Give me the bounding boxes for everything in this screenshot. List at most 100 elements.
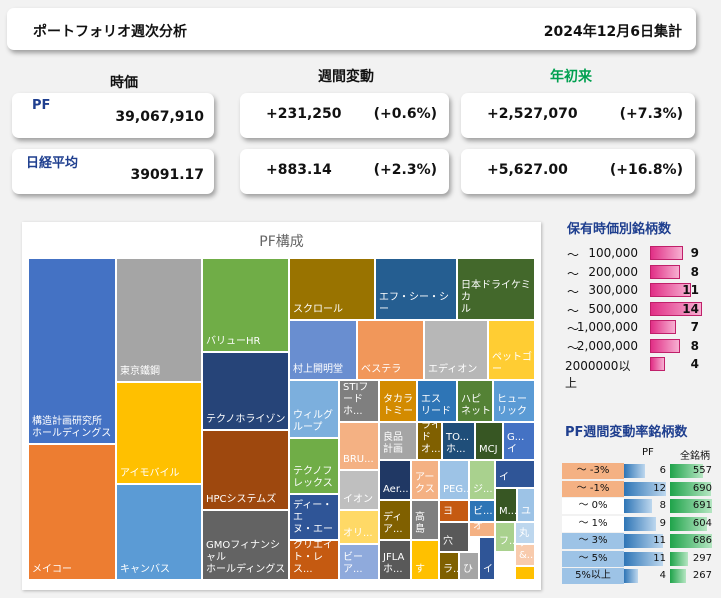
treemap-tile: ラ... [439,552,459,580]
holdings-row-count: 4 [690,357,699,371]
holdings-row-tilde: ～ [567,248,580,262]
holdings-row-count: 8 [690,264,699,279]
nikkei-value: 39091.17 [130,167,204,183]
pf-change-bar [624,499,652,513]
treemap-tile-label: ウィルグ ループ [293,410,333,433]
pf-change-count: 11 [653,535,666,546]
holdings-title: 保有時価別銘柄数 [567,222,672,237]
treemap-tile-label: ビーア... [343,552,363,575]
treemap-tile-label: ディ ア... [383,512,403,535]
holdings-bar [650,246,683,260]
treemap-tile-label: オ [473,522,483,532]
weekly-change-label: ～ 3% [562,533,624,549]
treemap-tile: ライド オ... [417,422,442,460]
treemap-tile: キャンバス [116,484,202,580]
treemap-tile: ウィルグ ループ [289,380,339,438]
treemap-tile-label: TO... ホ... [446,432,470,455]
holdings-row: ～ 1,000,000 7 [565,318,705,336]
holdings-row-tilde: ～ [567,266,580,281]
treemap-tile: PEG... [439,460,469,500]
treemap-tile-label: ハピ ネット [461,394,491,417]
treemap-tile-label: バリューHR [206,336,261,347]
treemap-tile-label: す [415,564,425,575]
col-all-header: 全銘柄 [680,451,710,462]
treemap-tile: 構造計画研究所 ホールディングス [28,258,116,444]
pf-weekly-card: +231,250 (+0.6%) [240,93,449,138]
treemap-tile: 良品 計画 [379,422,417,460]
report-date: 2024年12月6日集計 [543,24,682,40]
treemap-tile-label: 丸 [519,528,529,539]
treemap-tile-label: 東京鐵鋼 [120,366,160,377]
treemap-tile: オ [469,522,495,537]
treemap-tile: テクノフ レックス [289,438,339,494]
all-change-bar [670,481,711,496]
treemap-tile: STIフード ホ... [339,380,379,422]
treemap-tile: スクロール [289,258,375,320]
treemap-tile: ビーア... [339,544,379,580]
treemap-tile: ひ [459,552,479,580]
nikkei-weekly-card: +883.14 (+2.3%) [240,149,449,194]
treemap-tile: テクノホライゾン [202,352,289,430]
all-change-count: 690 [692,482,712,494]
nikkei-weekly-abs: +883.14 [266,162,332,178]
pf-change-bar [624,464,645,478]
pf-change-count: 12 [653,482,666,494]
holdings-row-count: 14 [682,301,699,316]
treemap-tile-label: メイコー [32,564,72,575]
treemap-tile [515,566,535,580]
treemap-tile: アー クス [411,460,439,500]
all-change-bar [670,516,707,531]
weekly-change-label: ～ 5% [562,550,624,567]
treemap-tile-label: M... [499,506,517,517]
treemap-tile: イオン [339,470,379,510]
pf-ytd-pct: (+7.3%) [619,106,683,122]
holdings-row-count: 7 [690,320,699,334]
treemap-tile-label: エフ・シー・シー [379,292,449,315]
treemap-tile-label: 日本ドライケミカ ル [461,280,531,315]
treemap-tile: ジ... [469,460,495,500]
weekly-change-label: 5%以上 [562,568,624,584]
holdings-row-amount: 100,000 [588,246,638,260]
treemap-tile: クリエイ ト・レス... [289,540,339,580]
treemap-tile: ヒュー リック [493,380,535,422]
treemap-tile-label: MCJ [479,444,498,455]
pf-change-count: 6 [659,465,666,476]
treemap-tile-label: ひ [463,564,473,575]
pf-change-bar [624,534,663,548]
treemap-tile: エディオン [424,320,488,380]
pf-change-count: 4 [659,570,666,581]
treemap-tile-label: ヒュー リック [497,394,527,417]
title-card: ポートフォリオ週次分析 2024年12月6日集計 [7,8,696,50]
treemap-tile: TO... ホ... [442,422,475,460]
pf-label: PF [32,98,51,113]
weekly-change-row: 5%以上 4 267 [562,568,717,584]
treemap-tile: JFLA ホ... [379,540,411,580]
treemap-tile-label: ヨ [443,506,453,517]
treemap-tile-label: ユ [521,506,531,517]
weekly-change-title: PF週間変動率銘柄数 [565,425,688,440]
col-pf-header: PF [642,447,654,458]
treemap-tile-label: ジ... [473,484,493,495]
weekly-change-row: ～ 0% 8 691 [562,498,717,514]
holdings-row: ～ 100,000 9 [565,244,705,262]
treemap-tile-label: イオン [343,494,373,505]
weekly-header: 週間変動 [318,69,374,85]
treemap-tile: タカラ トミー [379,380,417,422]
treemap-tile-label: ア&... [519,545,534,561]
treemap-tile: アイモバイル [116,382,202,484]
holdings-row-amount: 2,000,000 [576,338,638,353]
holdings-row: ～ 300,000 11 [565,281,705,299]
all-change-count: 557 [692,465,712,476]
pf-change-count: 9 [659,517,666,529]
pf-ytd-abs: +2,527,070 [487,106,578,122]
treemap-tile-label: BRU... [343,454,374,465]
pf-ytd-card: +2,527,070 (+7.3%) [461,93,695,138]
pf-value: 39,067,910 [115,109,204,125]
treemap-tile: イ [495,460,535,488]
treemap-tile-label: PEG... [443,484,468,495]
treemap-tile: 丸 [515,522,535,544]
treemap-tile: イ [479,537,495,580]
ytd-header: 年初来 [550,69,592,85]
all-change-bar [670,551,688,566]
treemap-tile: 村上開明堂 [289,320,357,380]
